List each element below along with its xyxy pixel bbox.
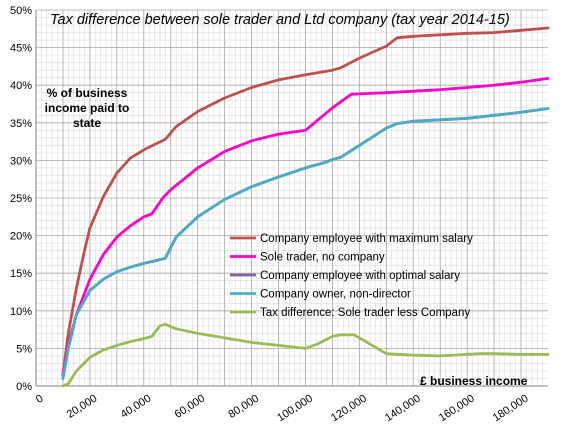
legend-entry: Company employee with optimal salary (260, 270, 460, 282)
y-tick-label: 25% (10, 193, 32, 205)
legend-entry: Sole trader, no company (260, 252, 385, 264)
y-axis-label: % of business income paid to state (44, 86, 130, 130)
legend-entry: Tax difference: Sole trader less Company (260, 307, 470, 319)
series-line-5 (61, 322, 550, 388)
x-axis-label: £ business income (420, 374, 528, 388)
y-tick-label: 30% (10, 155, 32, 167)
x-tick-label: 160,000 (437, 392, 477, 424)
series-line-1 (61, 26, 550, 377)
x-tick-label: 180,000 (491, 392, 531, 424)
y-tick-label: 15% (10, 268, 32, 280)
x-tick-label: 0 (34, 392, 46, 405)
y-tick-label: 10% (10, 306, 32, 318)
y-tick-label: 40% (10, 80, 32, 92)
y-tick-label: 50% (10, 5, 32, 17)
legend-entry: Company employee with maximum salary (260, 233, 473, 245)
x-tick-label: 60,000 (172, 392, 207, 420)
series-line-2 (61, 77, 550, 377)
x-tick-label: 80,000 (226, 392, 261, 420)
y-tick-label: 35% (10, 118, 32, 130)
x-tick-label: 120,000 (329, 392, 369, 424)
y-tick-label: 0% (16, 381, 32, 393)
x-tick-label: 20,000 (65, 392, 100, 420)
chart-title: Tax difference between sole trader and L… (50, 12, 510, 28)
x-tick-label: 100,000 (275, 392, 315, 424)
y-tick-label: 20% (10, 231, 32, 243)
x-tick-label: 40,000 (119, 392, 154, 420)
legend-entry: Company owner, non-director (260, 289, 411, 301)
x-tick-label: 140,000 (383, 392, 423, 424)
series-line-4 (61, 107, 550, 380)
y-tick-label: 45% (10, 43, 32, 55)
y-tick-label: 5% (16, 343, 32, 355)
